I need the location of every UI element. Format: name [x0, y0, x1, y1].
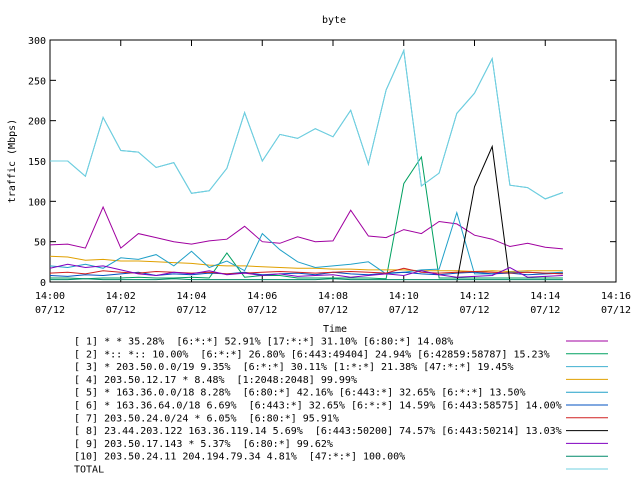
- x-tick-time-label: 14:06: [247, 291, 277, 302]
- x-tick-time-label: 14:10: [389, 291, 419, 302]
- y-tick-label: 100: [28, 197, 46, 208]
- series-line-3: [50, 48, 564, 200]
- x-tick-date-label: 07/12: [389, 305, 419, 316]
- legend: [ 1] * * 35.28% [6:*:*] 52.91% [17:*:*] …: [74, 337, 608, 476]
- x-tick-time-label: 14:16: [601, 291, 631, 302]
- series-line-8: [50, 144, 563, 283]
- chart-title: byte: [322, 15, 346, 26]
- x-tick-date-label: 07/12: [247, 305, 277, 316]
- legend-entry-label: [10] 203.50.24.11 204.194.79.34 4.81% [4…: [74, 452, 405, 463]
- x-tick-date-label: 07/12: [176, 305, 206, 316]
- legend-entry-label: [ 7] 203.50.24.0/24 * 6.05% [6:80:*] 95.…: [74, 413, 339, 424]
- legend-entry-label: [ 5] * 163.36.0.0/18 8.28% [6:80:*] 42.1…: [74, 388, 526, 399]
- legend-entry-label: [ 6] * 163.36.64.0/18 6.69% [6:443:*] 32…: [74, 401, 562, 412]
- legend-entry-label: [ 4] 203.50.12.17 * 8.48% [1:2048:2048] …: [74, 375, 357, 386]
- y-tick-label: 150: [28, 157, 46, 168]
- x-tick-time-label: 14:02: [106, 291, 136, 302]
- legend-entry-label: [ 1] * * 35.28% [6:*:*] 52.91% [17:*:*] …: [74, 337, 453, 348]
- series-line-11: [50, 48, 564, 200]
- legend-entry-label: [ 9] 203.50.17.143 * 5.37% [6:80:*] 99.6…: [74, 439, 333, 450]
- y-tick-label: 250: [28, 76, 46, 87]
- x-tick-date-label: 07/12: [601, 305, 631, 316]
- legend-entry-label: TOTAL: [74, 465, 104, 476]
- x-tick-time-label: 14:00: [35, 291, 65, 302]
- series-line-2: [50, 155, 563, 280]
- series-line-5: [49, 210, 563, 275]
- series-line-1: [49, 205, 563, 250]
- x-tick-time-label: 14:04: [176, 291, 206, 302]
- x-axis-label: Time: [323, 324, 347, 335]
- series-lines: [49, 48, 564, 283]
- series-line-9: [49, 263, 563, 278]
- x-tick-date-label: 07/12: [35, 305, 65, 316]
- plot-area-border: [49, 39, 617, 283]
- y-tick-label: 200: [28, 117, 46, 128]
- legend-entry-label: [ 8] 23.44.203.122 163.36.119.14 5.69% […: [74, 426, 562, 437]
- x-tick-time-label: 14:14: [530, 291, 560, 302]
- y-axis-ticks: 0 50 100 150 200 250 300: [28, 36, 616, 289]
- legend-entry-label: [ 2] *:: *:: 10.00% [6:*:*] 26.80% [6:44…: [74, 349, 550, 360]
- x-tick-date-label: 07/12: [318, 305, 348, 316]
- x-tick-time-label: 14:12: [459, 291, 489, 302]
- y-axis-label: traffic (Mbps): [7, 119, 18, 203]
- x-tick-date-label: 07/12: [459, 305, 489, 316]
- y-tick-label: 50: [34, 238, 46, 249]
- y-tick-label: 300: [28, 36, 46, 47]
- legend-entry-label: [ 3] * 203.50.0.0/19 9.35% [6:*:*] 30.11…: [74, 362, 514, 373]
- series-line-10: [50, 278, 563, 281]
- y-tick-label: 0: [40, 278, 46, 289]
- x-tick-date-label: 07/12: [530, 305, 560, 316]
- x-tick-date-label: 07/12: [106, 305, 136, 316]
- x-tick-time-label: 14:08: [318, 291, 348, 302]
- x-axis-ticks: 14:00 07/12 14:02 07/12 14:04 07/12 14:06 07/12…: [35, 40, 631, 316]
